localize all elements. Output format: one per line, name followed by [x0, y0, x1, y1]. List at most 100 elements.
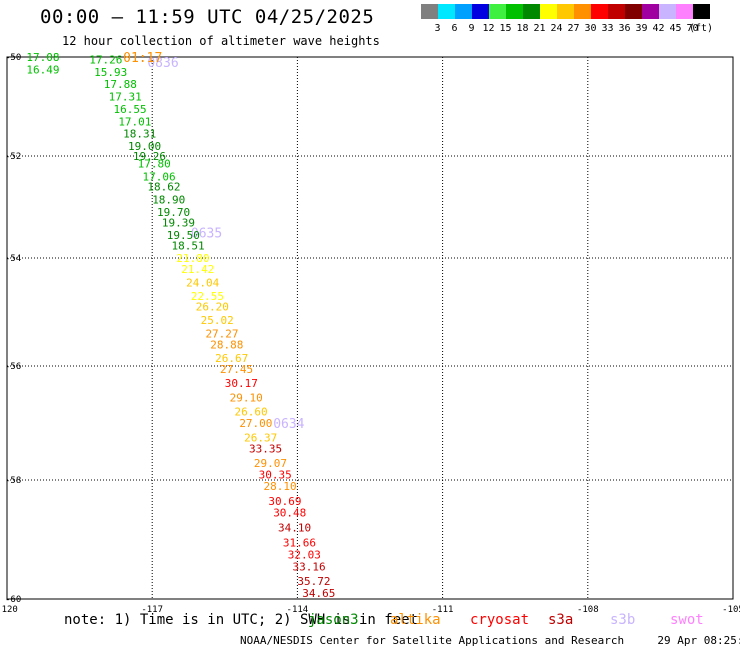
wave-height-value: 18.31	[123, 128, 156, 141]
legend-label: 33	[601, 23, 614, 34]
legend-swatch	[693, 4, 710, 19]
legend-swatch	[625, 4, 642, 19]
legend-swatch	[608, 4, 625, 19]
legend-label: 9	[468, 23, 475, 34]
legend-swatch	[506, 4, 523, 19]
footer-note: note: 1) Time is in UTC; 2) SWH is in fe…	[64, 612, 419, 628]
latitude-tick-label: -54	[5, 254, 21, 264]
pass-time-labels: 0836 0635 0634 01:17	[123, 51, 305, 432]
wave-height-value: 26.37	[244, 431, 277, 444]
legend-swatch	[659, 4, 676, 19]
wave-height-value: 32.03	[288, 548, 321, 561]
wave-height-value: 25.02	[201, 314, 234, 327]
legend-label: 70	[686, 23, 699, 34]
wave-height-value: 16.49	[26, 63, 59, 76]
wave-height-value: 19.70	[157, 206, 190, 219]
longitude-tick-label: -108	[577, 605, 599, 615]
axis-labels: -120 -117 -114 -111 -108 -105 -50 -52 -54 -56 -58 -…	[0, 53, 740, 615]
latitude-tick-label: -52	[5, 152, 21, 162]
legend-swatch	[472, 4, 489, 19]
credit-text: NOAA/NESDIS Center for Satellite Applica…	[240, 634, 625, 647]
latitude-tick-label: -50	[5, 53, 21, 63]
satellite-name-cryosat: cryosat	[470, 612, 530, 628]
wave-height-value: 19.26	[133, 150, 166, 163]
longitude-tick-label: -111	[432, 605, 454, 615]
longitude-tick-label: -105	[722, 605, 740, 615]
pass-time-label: 0635	[191, 227, 222, 242]
legend-label: 24	[550, 23, 563, 34]
wave-height-value: 18.62	[147, 181, 180, 194]
wave-height-value: 17.01	[118, 115, 151, 128]
wave-height-value: 30.69	[268, 495, 301, 508]
satellite-name-swot: swot	[670, 612, 704, 628]
wave-height-value: 19.39	[162, 216, 195, 229]
map-frame	[6, 56, 734, 600]
legend-unit: (ft)	[688, 23, 714, 34]
wave-height-value: 17.06	[143, 170, 176, 183]
wave-height-value: 26.60	[234, 406, 267, 419]
wave-height-value: 34.10	[278, 522, 311, 535]
legend-label: 6	[451, 23, 458, 34]
legend-label: 36	[618, 23, 631, 34]
wave-height-value: 17.80	[138, 158, 171, 171]
wave-height-value: 19.50	[167, 229, 200, 242]
legend-label: 42	[652, 23, 665, 34]
wave-height-value: 18.90	[152, 193, 185, 206]
wave-height-value: 27.45	[220, 363, 253, 376]
wave-height-value: 29.10	[230, 391, 263, 404]
longitude-tick-label: -117	[141, 605, 163, 615]
wave-height-value: 30.48	[273, 507, 306, 520]
satellite-name-s3a: s3a	[548, 612, 574, 628]
wave-height-value: 17.31	[109, 91, 142, 104]
legend-swatch	[540, 4, 557, 19]
wave-height-value: 28.88	[210, 338, 243, 351]
wave-height-value: 35.72	[297, 575, 330, 588]
generated-timestamp: 29 Apr 08:25:48 UTC 2025	[657, 634, 740, 647]
map-title: 00:00 — 11:59 UTC 04/25/2025	[40, 6, 375, 28]
wave-height-value: 16.55	[113, 103, 146, 116]
map-subtitle: 12 hour collection of altimeter wave hei…	[62, 34, 380, 48]
satellite-name-jason3: jason3	[308, 612, 359, 628]
wave-height-value: 17.08	[26, 51, 59, 64]
satellite-key: jason3 altika cryosat s3a s3b swot	[0, 612, 740, 632]
wave-height-value: 17.88	[104, 78, 137, 91]
wave-height-value: 27.00	[239, 417, 272, 430]
wave-height-value: 24.04	[186, 276, 219, 289]
legend-swatch	[421, 4, 438, 19]
wave-height-value: 22.55	[191, 290, 224, 303]
latitude-tick-label: -58	[5, 476, 21, 486]
wave-height-value: 29.07	[254, 457, 287, 470]
legend-label: 21	[533, 23, 546, 34]
legend-label: 30	[584, 23, 597, 34]
pass-time-label: 01:17	[123, 51, 162, 66]
wave-height-value: 17.26	[89, 53, 122, 66]
wave-height-value: 26.67	[215, 352, 248, 365]
wave-height-value: 31.66	[283, 536, 316, 549]
legend-label: 3	[434, 23, 441, 34]
wave-height-value: 33.35	[249, 443, 282, 456]
lat-lon-grid	[6, 56, 734, 600]
legend-swatch	[455, 4, 472, 19]
legend-swatch	[438, 4, 455, 19]
satellite-name-altika: altika	[390, 612, 441, 628]
latitude-tick-label: -60	[5, 595, 21, 605]
legend-label: 39	[635, 23, 648, 34]
longitude-tick-label: -120	[0, 605, 18, 615]
footer-credit-line: NOAA/NESDIS Center for Satellite Applica…	[240, 634, 740, 647]
legend-label: 15	[499, 23, 512, 34]
longitude-tick-label: -114	[287, 605, 309, 615]
wave-height-value: 26.20	[196, 301, 229, 314]
legend-swatch	[523, 4, 540, 19]
legend-label: 12	[482, 23, 495, 34]
wave-height-value: 34.65	[302, 587, 335, 600]
legend-swatch	[574, 4, 591, 19]
pass-time-label: 0634	[273, 417, 304, 432]
wave-height-value: 15.93	[94, 66, 127, 79]
wave-height-value: 21.80	[176, 252, 209, 265]
legend-swatch	[557, 4, 574, 19]
wave-height-value: 30.35	[259, 468, 292, 481]
wave-height-value: 28.10	[264, 480, 297, 493]
wave-height-value: 18.51	[172, 239, 205, 252]
